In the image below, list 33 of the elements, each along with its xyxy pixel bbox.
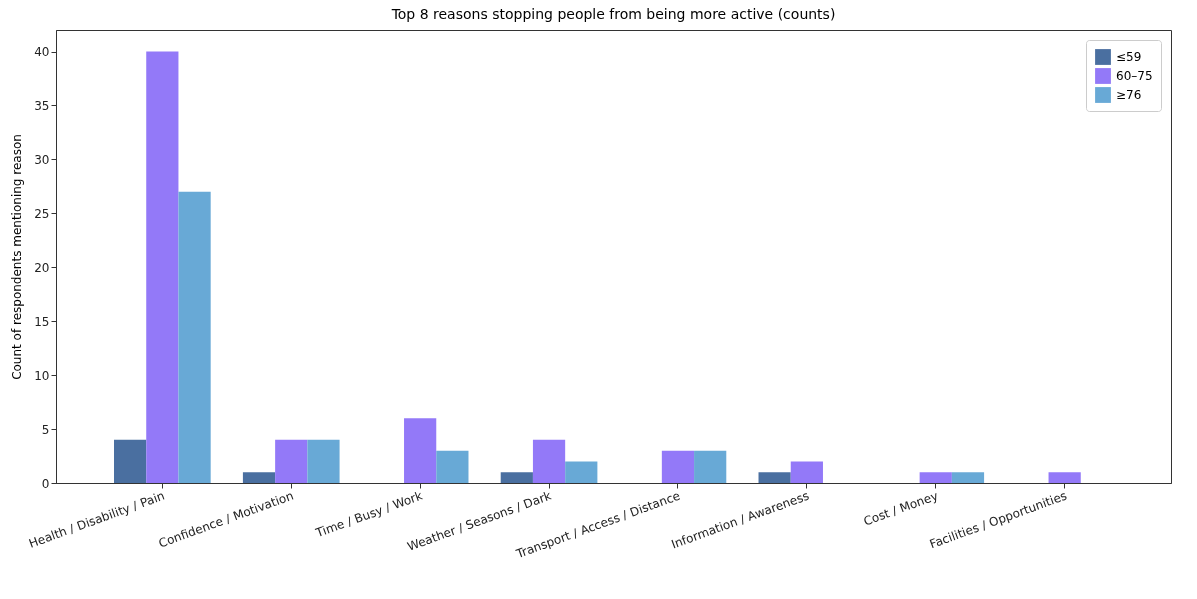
bar [758, 472, 791, 483]
bar [565, 461, 598, 483]
bar [436, 450, 469, 483]
y-tick-label: 35 [34, 99, 50, 113]
legend-label: ≥76 [1116, 88, 1142, 102]
bar [114, 439, 147, 483]
bar [404, 418, 437, 483]
bar [694, 450, 727, 483]
y-tick-label: 10 [34, 368, 50, 383]
bar [146, 51, 179, 483]
bar [951, 472, 985, 483]
y-tick-label: 25 [34, 206, 50, 221]
y-axis-title: Count of respondents mentioning reason [10, 134, 25, 380]
y-tick-label: 30 [34, 152, 50, 167]
legend-label: 60–75 [1116, 69, 1153, 83]
bar [532, 439, 566, 483]
bar [307, 439, 340, 483]
x-tick-label: Cost / Money [861, 488, 940, 529]
y-tick-label: 20 [34, 260, 50, 275]
chart-title: Top 8 reasons stopping people from being more active (counts) [390, 6, 836, 22]
bar [275, 439, 308, 483]
y-tick-label: 5 [41, 422, 50, 437]
bar [242, 472, 276, 483]
y-tick-label: 0 [41, 476, 50, 491]
bar [790, 461, 823, 483]
bar [1048, 472, 1081, 483]
bar [661, 450, 695, 483]
legend-label: ≤59 [1116, 50, 1142, 64]
y-tick-label: 15 [34, 314, 50, 329]
bar [500, 472, 533, 483]
bar [919, 472, 952, 483]
y-tick-label: 40 [34, 45, 50, 60]
bar [178, 191, 211, 483]
